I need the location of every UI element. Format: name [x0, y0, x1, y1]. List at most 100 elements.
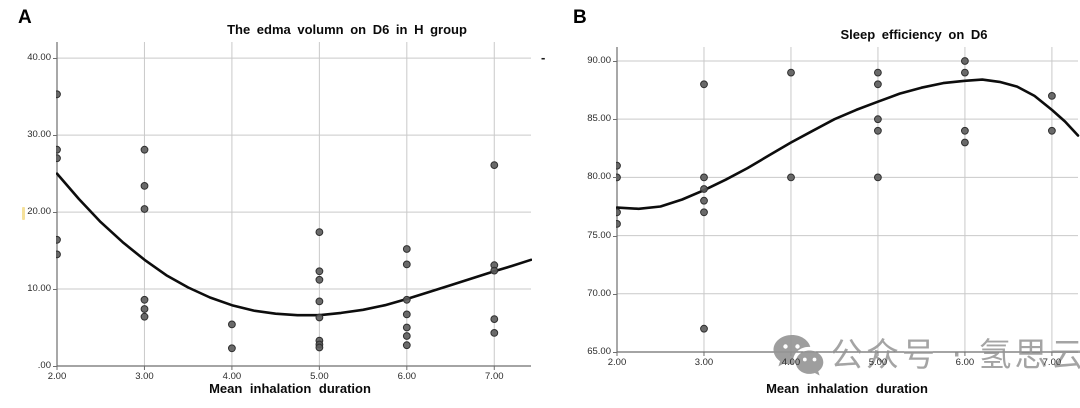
data-point	[315, 313, 324, 322]
data-point	[140, 295, 149, 304]
x-tick-label: 7.00	[485, 371, 504, 382]
data-point	[700, 208, 708, 217]
x-tick-label: 3.00	[694, 357, 714, 368]
data-point	[700, 185, 708, 193]
data-point	[700, 324, 708, 333]
stray-dash-mark: -	[541, 50, 546, 65]
data-point	[56, 235, 61, 244]
y-tick-label: 10.00	[27, 283, 51, 295]
y-tick-label: 80.00	[587, 171, 611, 183]
y-tick-mark	[53, 366, 57, 367]
panel-a-title: The edma volumn on D6 in H group	[227, 22, 467, 37]
data-point	[315, 343, 324, 352]
data-point	[490, 329, 499, 337]
data-point	[56, 145, 61, 154]
data-point	[961, 68, 969, 77]
data-point	[616, 220, 621, 228]
y-tick-label: 65.00	[587, 346, 611, 357]
x-tick-label: 2.00	[607, 357, 627, 368]
data-point	[402, 332, 411, 340]
data-point	[700, 173, 708, 182]
data-point	[787, 173, 795, 182]
y-tick-label: 90.00	[587, 54, 611, 66]
data-point	[140, 145, 149, 154]
data-point	[402, 323, 411, 332]
data-point	[402, 295, 411, 304]
x-tick-label: 3.00	[135, 371, 154, 382]
y-tick-label: 70.00	[587, 287, 611, 299]
yellow-highlight-artifact	[22, 207, 25, 220]
data-point	[490, 161, 499, 169]
data-point	[700, 196, 708, 205]
y-tick-mark	[53, 289, 57, 291]
data-point	[874, 126, 882, 135]
data-point	[140, 312, 149, 321]
data-point	[140, 182, 149, 190]
fit-curve	[56, 172, 532, 317]
y-tick-mark	[613, 235, 617, 237]
y-tick-mark	[53, 135, 57, 137]
data-point	[490, 266, 499, 275]
data-point	[874, 173, 882, 182]
data-point	[616, 208, 621, 217]
y-tick-label: 20.00	[27, 206, 51, 218]
x-tick-label: 2.00	[47, 371, 67, 382]
data-point	[402, 341, 411, 350]
data-point	[961, 138, 969, 147]
y-tick-mark	[613, 293, 617, 295]
data-point	[140, 205, 149, 213]
data-point	[315, 275, 324, 284]
data-point	[402, 260, 411, 269]
panel-b-letter: B	[573, 7, 588, 28]
x-tick-label: 4.00	[781, 357, 801, 368]
data-point	[616, 173, 621, 182]
data-point	[228, 344, 236, 353]
data-point	[490, 315, 499, 324]
panel-b-title: Sleep efficiency on D6	[840, 27, 988, 42]
data-point	[961, 57, 969, 65]
data-point	[1048, 126, 1056, 135]
y-tick-mark	[53, 58, 57, 60]
y-tick-label: 30.00	[27, 129, 51, 141]
data-point	[56, 154, 61, 163]
data-point	[315, 297, 324, 306]
data-point	[56, 250, 61, 259]
panel-a-letter: A	[18, 7, 33, 28]
data-point	[961, 126, 969, 135]
data-point	[315, 228, 324, 237]
x-tick-label: 7.00	[1042, 357, 1062, 368]
data-point	[402, 310, 411, 319]
panel-a-plot	[56, 42, 532, 370]
y-tick-label: 40.00	[27, 52, 51, 64]
data-point	[700, 80, 708, 89]
y-tick-label: 85.00	[587, 113, 611, 125]
y-tick-mark	[613, 352, 617, 353]
y-tick-mark	[613, 119, 617, 121]
data-point	[402, 245, 411, 253]
data-point	[787, 68, 795, 77]
x-tick-label: 5.00	[310, 371, 329, 382]
x-tick-label: 6.00	[955, 357, 975, 368]
data-point	[1048, 92, 1056, 100]
data-point	[874, 115, 882, 124]
data-point	[228, 320, 236, 329]
y-tick-mark	[53, 212, 57, 214]
y-tick-mark	[613, 177, 617, 179]
data-point	[616, 161, 621, 170]
x-tick-label: 6.00	[397, 371, 417, 382]
y-tick-mark	[613, 60, 617, 62]
y-tick-label: 75.00	[587, 229, 611, 241]
data-point	[56, 90, 61, 99]
data-point	[140, 305, 149, 313]
x-tick-label: 4.00	[222, 371, 242, 382]
x-tick-label: 5.00	[868, 357, 888, 368]
fit-curve	[616, 78, 1080, 211]
data-point	[874, 68, 882, 77]
data-point	[874, 80, 882, 89]
panel-b-plot	[616, 47, 1080, 356]
data-point	[315, 267, 324, 276]
y-tick-label: .00	[37, 360, 51, 371]
panel-a-x-axis-label: Mean inhalation duration	[209, 381, 371, 396]
panel-b-x-axis-label: Mean inhalation duration	[766, 381, 928, 396]
